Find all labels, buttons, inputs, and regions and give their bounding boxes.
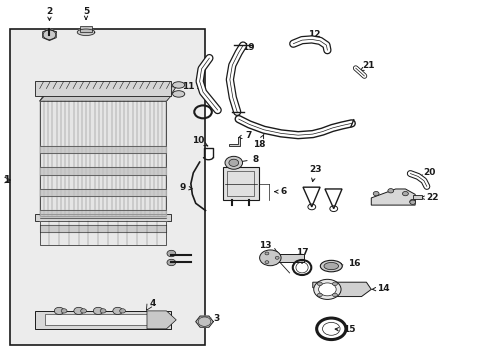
Polygon shape	[40, 87, 176, 101]
Circle shape	[402, 192, 407, 196]
Polygon shape	[40, 146, 166, 153]
Polygon shape	[35, 214, 171, 221]
Circle shape	[332, 282, 337, 285]
Circle shape	[409, 199, 415, 204]
Circle shape	[54, 307, 64, 315]
Text: 13: 13	[259, 241, 277, 252]
Bar	[40, 221, 166, 244]
Circle shape	[224, 156, 242, 169]
Polygon shape	[80, 26, 92, 32]
Text: 7: 7	[238, 131, 251, 140]
Text: 8: 8	[237, 155, 258, 164]
Circle shape	[317, 293, 322, 297]
Polygon shape	[35, 81, 171, 96]
Circle shape	[372, 192, 378, 196]
Text: 23: 23	[308, 165, 321, 181]
Circle shape	[264, 261, 268, 264]
Polygon shape	[228, 137, 239, 146]
Polygon shape	[44, 315, 161, 325]
Circle shape	[409, 200, 415, 204]
Polygon shape	[42, 29, 56, 41]
Text: 22: 22	[420, 193, 438, 202]
Circle shape	[264, 252, 268, 255]
Circle shape	[317, 282, 322, 285]
Polygon shape	[40, 225, 166, 232]
Polygon shape	[312, 282, 370, 297]
Polygon shape	[412, 195, 422, 199]
Text: 21: 21	[359, 62, 374, 71]
Ellipse shape	[172, 91, 184, 97]
Circle shape	[100, 309, 106, 313]
Polygon shape	[40, 211, 166, 218]
Circle shape	[259, 250, 281, 266]
Ellipse shape	[324, 262, 338, 270]
Circle shape	[113, 307, 122, 315]
Text: 12: 12	[308, 30, 320, 39]
Polygon shape	[40, 167, 166, 175]
Text: 10: 10	[192, 136, 207, 146]
Text: 20: 20	[419, 168, 435, 178]
Text: 2: 2	[46, 7, 53, 21]
Circle shape	[166, 259, 175, 266]
Text: 9: 9	[179, 183, 192, 192]
Polygon shape	[40, 221, 166, 244]
Polygon shape	[35, 311, 171, 329]
Polygon shape	[280, 262, 289, 273]
Circle shape	[228, 159, 238, 166]
Text: 15: 15	[334, 325, 355, 334]
Circle shape	[74, 307, 83, 315]
Polygon shape	[147, 311, 176, 329]
Circle shape	[387, 189, 393, 193]
Polygon shape	[270, 253, 304, 262]
Text: 6: 6	[274, 187, 286, 196]
Text: 5: 5	[83, 7, 89, 19]
Text: 18: 18	[252, 134, 265, 149]
Circle shape	[93, 307, 103, 315]
FancyBboxPatch shape	[222, 167, 259, 200]
Circle shape	[166, 250, 175, 257]
Circle shape	[313, 279, 340, 300]
Text: 1: 1	[3, 175, 10, 185]
Circle shape	[120, 309, 125, 313]
Polygon shape	[77, 29, 95, 36]
Polygon shape	[40, 189, 166, 196]
Polygon shape	[370, 189, 414, 205]
Bar	[10, 30, 205, 345]
Text: 11: 11	[182, 82, 201, 91]
Text: 16: 16	[338, 259, 360, 268]
Circle shape	[81, 309, 86, 313]
Text: 14: 14	[371, 284, 389, 293]
Polygon shape	[40, 96, 171, 101]
Circle shape	[275, 256, 279, 259]
Circle shape	[332, 293, 337, 297]
Text: 17: 17	[295, 248, 308, 263]
Circle shape	[61, 309, 67, 313]
Text: 19: 19	[238, 43, 254, 52]
Polygon shape	[40, 101, 166, 216]
Ellipse shape	[320, 260, 342, 272]
Text: 4: 4	[149, 299, 156, 308]
Text: 3: 3	[207, 314, 220, 323]
Ellipse shape	[172, 82, 184, 88]
Circle shape	[318, 283, 335, 296]
Polygon shape	[195, 316, 213, 327]
Bar	[40, 101, 166, 216]
